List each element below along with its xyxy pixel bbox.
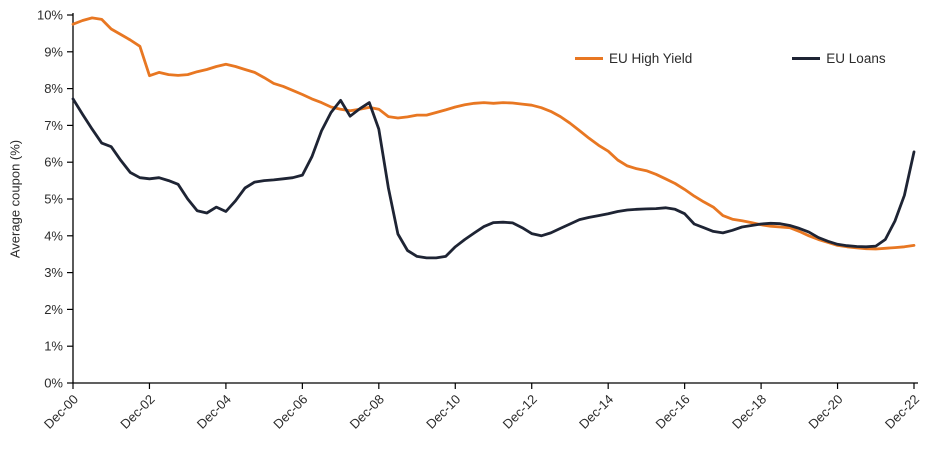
y-tick-label: 0% — [44, 376, 63, 391]
x-tick-label: Dec-06 — [270, 392, 310, 432]
x-tick-label: Dec-04 — [194, 392, 234, 432]
x-tick-label: Dec-10 — [423, 392, 463, 432]
x-tick-label: Dec-00 — [41, 392, 81, 432]
y-tick-label: 2% — [44, 302, 63, 317]
y-tick-label: 8% — [44, 81, 63, 96]
y-tick-label: 4% — [44, 228, 63, 243]
legend-item-eu-high-yield: EU High Yield — [575, 51, 692, 66]
y-tick-label: 9% — [44, 44, 63, 59]
legend-label-eu-loans: EU Loans — [826, 51, 886, 66]
x-tick-label: Dec-18 — [729, 392, 769, 432]
y-tick-label: 7% — [44, 118, 63, 133]
legend-swatch-eu-high-yield — [575, 57, 603, 60]
y-tick-label: 1% — [44, 339, 63, 354]
x-tick-label: Dec-16 — [653, 392, 693, 432]
series-line-eu-high-yield — [71, 16, 916, 251]
y-tick-label: 6% — [44, 155, 63, 170]
legend-item-eu-loans: EU Loans — [792, 51, 886, 66]
x-tick-label: Dec-08 — [347, 392, 387, 432]
y-tick-label: 10% — [37, 8, 63, 23]
y-tick-label: 3% — [44, 265, 63, 280]
x-tick-label: Dec-12 — [500, 392, 540, 432]
x-tick-label: Dec-02 — [117, 392, 157, 432]
y-axis-title: Average coupon (%) — [7, 139, 23, 259]
legend-swatch-eu-loans — [792, 57, 821, 60]
legend-label-eu-high-yield: EU High Yield — [609, 51, 693, 66]
y-tick-label: 5% — [44, 192, 63, 207]
x-tick-label: Dec-22 — [882, 392, 922, 432]
x-tick-label: Dec-14 — [576, 392, 616, 432]
legend: EU High Yield EU Loans — [575, 51, 886, 66]
series-line-eu-loans — [71, 97, 916, 260]
x-tick-label: Dec-20 — [805, 392, 845, 432]
